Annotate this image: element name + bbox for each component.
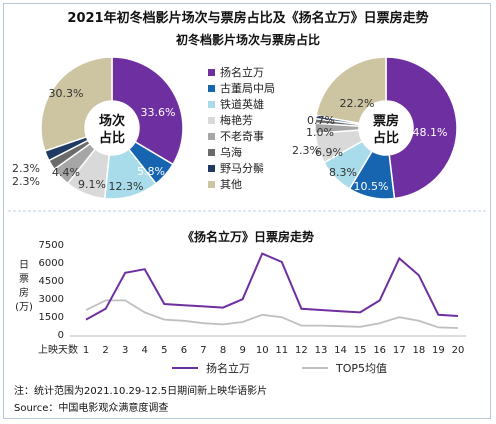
pie-center-label-1: 场次 (99, 113, 125, 129)
y-axis-label-4: (万) (15, 302, 33, 313)
pie-data-label-7: 2.3% (12, 175, 40, 188)
pie-data-label-1: 48.1% (413, 126, 448, 139)
y-tick-label-3: 3000 (39, 294, 64, 305)
pie-data-label-6: 2.3% (12, 162, 40, 175)
line-legend-label-2: TOP5均值 (335, 362, 387, 375)
x-tick-label-6: 6 (181, 345, 187, 356)
series-line-1 (85, 252, 459, 321)
legend-label-3: 铁道英雄 (220, 97, 264, 111)
legend-label-8: 其他 (220, 178, 242, 191)
pie-slice-8 (40, 56, 113, 153)
pie-center-label-1: 票房 (373, 113, 399, 129)
y-axis-label-3: 房 (19, 286, 29, 299)
y-tick-label-5: 6000 (39, 258, 64, 269)
pie-data-label-1: 33.6% (141, 106, 176, 119)
x-tick-label-9: 9 (239, 345, 245, 356)
legend-swatch-1 (208, 69, 215, 76)
pie-data-label-8: 22.2% (340, 97, 375, 110)
y-axis-label-2: 票 (19, 273, 29, 285)
legend-swatch-4 (208, 117, 215, 124)
x-tick-label-12: 12 (295, 345, 308, 356)
legend-swatch-8 (208, 181, 215, 188)
pie-data-label-5: 2.3% (292, 144, 320, 157)
y-tick-label-2: 1500 (39, 312, 64, 323)
pie-data-label-6: 1.0% (306, 126, 334, 139)
source-note: Source：中国电影观众满意度调查 (14, 401, 168, 414)
x-tick-label-16: 16 (373, 345, 386, 356)
pie-data-label-3: 12.3% (109, 180, 144, 193)
pie-data-label-7: 0.7% (307, 114, 335, 127)
x-tick-label-19: 19 (432, 345, 445, 356)
legend-swatch-2 (208, 85, 215, 92)
pie-boxoffice: 票房占比 48.1% 10.5%8.3% 6.9%2.3% 1.0%0.7% 22.2% (292, 56, 458, 200)
x-tick-label-7: 7 (200, 345, 206, 356)
x-tick-label-11: 11 (275, 345, 288, 356)
series-line-2 (85, 299, 459, 329)
legend-label-5: 不老奇事 (220, 130, 264, 143)
x-tick-label-13: 13 (315, 345, 328, 356)
x-tick-label-20: 20 (452, 345, 465, 356)
pie-data-label-2: 10.5% (354, 180, 389, 193)
pie-center-label-2: 占比 (373, 130, 399, 146)
x-tick-label-1: 1 (83, 345, 89, 356)
pie-data-label-3: 8.3% (329, 166, 357, 179)
legend-label-4: 梅艳芳 (220, 113, 253, 127)
legend-label-2: 古董局中局 (220, 82, 275, 95)
y-axis-label-1: 日 (19, 260, 29, 271)
legend-swatch-7 (208, 165, 215, 172)
x-tick-label-5: 5 (161, 345, 167, 356)
legend-swatch-3 (208, 101, 215, 108)
legend-swatch-6 (208, 149, 215, 156)
legend-label-1: 扬名立万 (220, 65, 264, 79)
line-legend-label-1: 扬名立万 (206, 361, 250, 375)
line-chart-title: 《扬名立万》日票房走势 (182, 229, 314, 244)
y-tick-label-4: 4500 (39, 276, 64, 287)
pie-data-label-5: 4.4% (52, 166, 80, 179)
x-tick-label-2: 2 (102, 345, 108, 356)
x-tick-label-10: 10 (256, 345, 269, 356)
legend-label-6: 乌海 (220, 145, 242, 159)
pie-data-label-4: 6.9% (315, 146, 343, 159)
x-tick-label-14: 14 (334, 345, 347, 356)
chart-subtitle: 初冬档影片场次与票房占比 (176, 32, 320, 47)
y-tick-label-1: 0 (58, 330, 64, 341)
x-tick-label-18: 18 (412, 345, 425, 356)
pie-slice-8 (315, 56, 387, 125)
x-tick-label-15: 15 (354, 345, 367, 356)
y-tick-label-6: 7500 (39, 240, 64, 251)
legend-label-7: 野马分鬃 (220, 161, 264, 175)
x-axis-label: 上映天数 (38, 343, 78, 356)
x-tick-label-3: 3 (122, 345, 128, 356)
pie-slice-1 (111, 56, 184, 166)
pie-center-label-2: 占比 (99, 130, 125, 146)
pie-data-label-4: 9.1% (78, 178, 106, 191)
x-tick-label-4: 4 (142, 345, 148, 356)
pie-data-label-8: 30.3% (49, 87, 84, 100)
x-tick-label-17: 17 (393, 345, 406, 356)
pie-slice-1 (385, 56, 458, 200)
pie-data-label-2: 5.8% (137, 165, 165, 178)
x-tick-label-8: 8 (220, 345, 226, 356)
chart-title: 2021年初冬档影片场次与票房占比及《扬名立万》日票房走势 (67, 10, 428, 26)
footnote: 注：统计范围为2021.10.29-12.5日期间新上映华语影片 (14, 384, 267, 397)
legend-swatch-5 (208, 133, 215, 140)
